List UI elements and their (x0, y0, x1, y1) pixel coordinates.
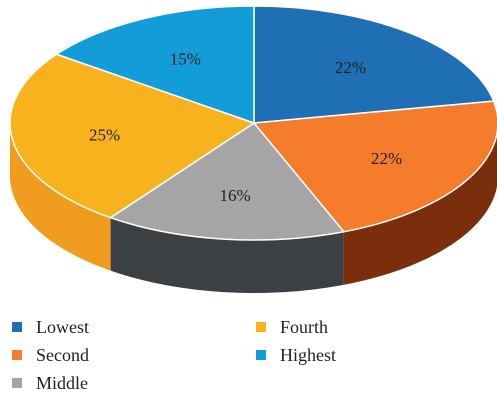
pie-label-fourth: 25% (89, 125, 120, 144)
pie-slice-second (253, 100, 497, 233)
pie-slice-fourth (9, 53, 255, 219)
pie-label-second: 22% (371, 149, 402, 168)
pie-slice-lowest (253, 5, 495, 124)
pie-slice-middle (109, 122, 345, 241)
pie-slice-highest (55, 5, 255, 124)
pie-label-highest: 15% (170, 49, 201, 68)
pie-label-lowest: 22% (335, 58, 366, 77)
pie-label-middle: 16% (219, 186, 250, 205)
pie-slices (9, 5, 497, 241)
pie-side-fourth (10, 123, 111, 271)
pie-labels: 22% 22% 16% 25% 15% (89, 49, 402, 205)
pie-side-middle (110, 217, 344, 293)
